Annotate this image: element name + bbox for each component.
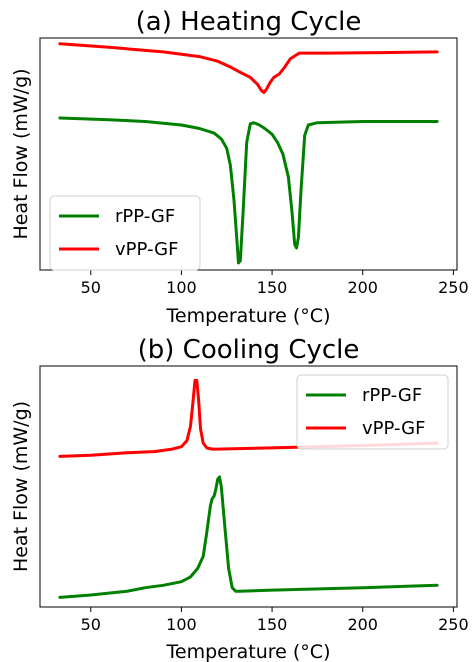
x-tick-label: 250 bbox=[438, 615, 469, 634]
x-tick-label: 250 bbox=[438, 278, 469, 297]
series-line-vpp-gf bbox=[58, 42, 439, 94]
x-tick-label: 50 bbox=[81, 278, 101, 297]
legend: rPP-GF vPP-GF bbox=[296, 374, 449, 450]
chart-panel-0: (a) Heating Cycle 50 100 150 200 250 Temperatu… bbox=[10, 7, 469, 327]
x-tick-label: 150 bbox=[257, 278, 288, 297]
series-line-rpp-gf bbox=[58, 116, 439, 265]
legend-label: rPP-GF bbox=[115, 206, 175, 227]
plot-frame bbox=[39, 37, 458, 271]
x-axis-label: Temperature (°C) bbox=[166, 305, 331, 327]
x-tick-label: 100 bbox=[166, 615, 197, 634]
chart-title: (a) Heating Cycle bbox=[136, 7, 362, 37]
chart-title: (b) Cooling Cycle bbox=[138, 335, 360, 365]
plot-frame bbox=[39, 365, 458, 608]
legend-label: rPP-GF bbox=[362, 385, 422, 406]
legend-label: vPP-GF bbox=[115, 239, 178, 260]
x-tick-label: 150 bbox=[257, 615, 288, 634]
x-tick-label: 200 bbox=[347, 615, 378, 634]
y-axis-label: Heat Flow (mW/g) bbox=[10, 401, 32, 572]
y-axis-label: Heat Flow (mW/g) bbox=[10, 68, 32, 239]
series-line-rpp-gf bbox=[58, 475, 439, 599]
series-line-vpp-gf bbox=[58, 379, 439, 458]
x-tick-label: 50 bbox=[81, 615, 101, 634]
x-axis-label: Temperature (°C) bbox=[166, 641, 331, 662]
x-tick-label: 100 bbox=[166, 278, 197, 297]
chart-panel-1: (b) Cooling Cycle 50 100 150 200 250 Temperatu… bbox=[10, 335, 469, 662]
legend-label: vPP-GF bbox=[362, 418, 425, 439]
x-tick-label: 200 bbox=[347, 278, 378, 297]
legend: rPP-GF vPP-GF bbox=[49, 195, 201, 271]
